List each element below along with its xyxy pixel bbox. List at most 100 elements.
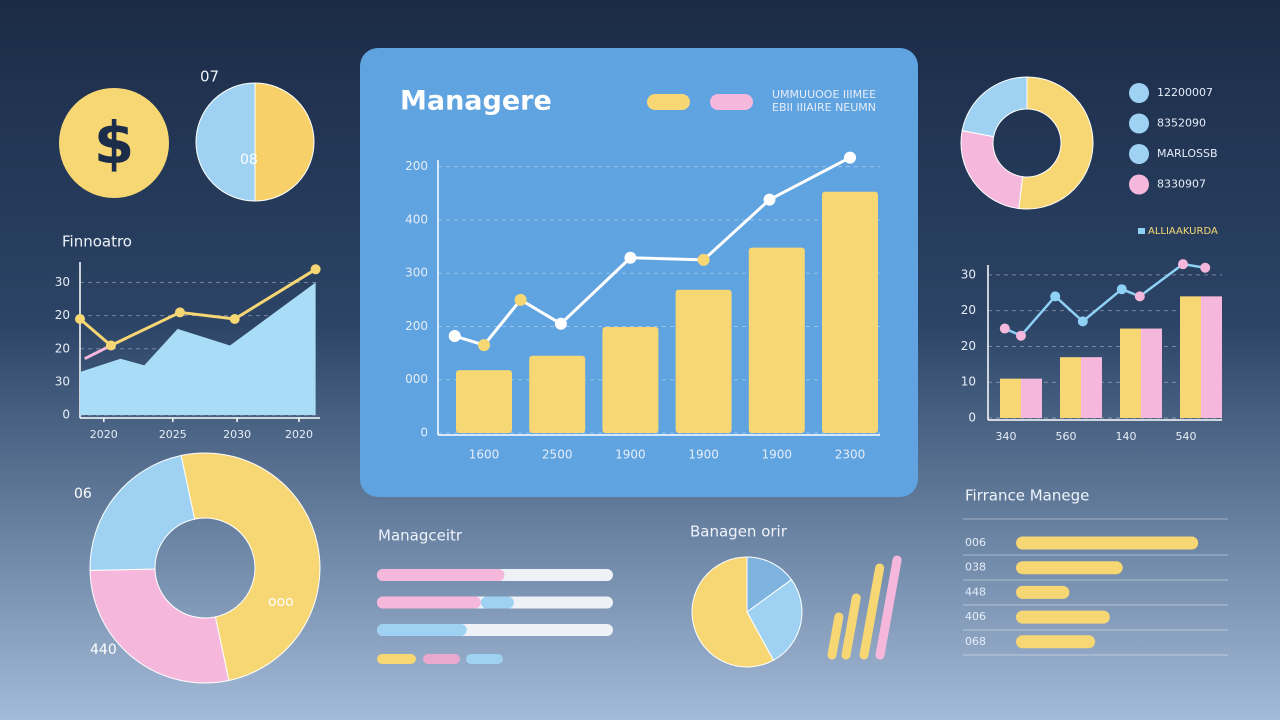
legend-swatch <box>1129 144 1149 164</box>
bar <box>841 593 861 660</box>
y-tick-label: 0 <box>420 426 428 440</box>
legend-label: UMMUUOOE IIIMEE <box>772 88 876 101</box>
bar <box>1141 328 1162 418</box>
line-point <box>105 340 116 351</box>
bar <box>1060 357 1081 418</box>
x-tick-label: 2025 <box>159 428 187 441</box>
line-point <box>1016 330 1026 341</box>
annotation: 06 <box>74 486 92 502</box>
area <box>80 282 316 415</box>
bar <box>859 563 885 660</box>
legend-label: EBII IIIAIRE NEUMN <box>772 101 876 114</box>
slice <box>691 556 775 668</box>
slice <box>195 82 256 202</box>
legend-label: 8352090 <box>1157 117 1206 130</box>
x-tick-label: 140 <box>1116 430 1137 443</box>
line <box>1004 262 1206 337</box>
line-point <box>1116 284 1127 295</box>
x-tick-label: 2020 <box>285 428 313 441</box>
bar <box>1016 536 1199 550</box>
category-label: 448 <box>965 585 986 598</box>
y-tick-label: 200 <box>405 159 428 173</box>
line-point <box>554 317 567 330</box>
legend-label: 12200007 <box>1157 86 1213 99</box>
slice <box>1018 76 1094 210</box>
legend-pill <box>466 654 503 664</box>
slice <box>746 556 793 613</box>
x-tick-label: 540 <box>1176 430 1197 443</box>
line-point <box>174 307 185 318</box>
y-tick-label: 0 <box>968 411 976 425</box>
slice <box>961 76 1028 138</box>
legend-swatch <box>1138 228 1145 234</box>
dollar-symbol: $ <box>94 109 134 177</box>
y-tick-label: 0 <box>62 408 70 422</box>
y-tick-label: 30 <box>55 374 70 388</box>
slice <box>89 454 196 571</box>
category-label: 006 <box>965 536 986 549</box>
bar <box>748 247 805 433</box>
bar <box>1120 328 1141 418</box>
y-tick-label: 400 <box>405 212 428 226</box>
x-tick-label: 1900 <box>762 448 793 462</box>
y-tick-label: 20 <box>961 303 976 317</box>
chart-title: Firrance Manege <box>965 487 1089 505</box>
bar <box>1021 378 1042 418</box>
line-point <box>624 251 637 264</box>
legend-swatch <box>710 94 753 110</box>
bar <box>675 289 732 433</box>
slice <box>746 578 803 661</box>
slice <box>254 82 315 202</box>
y-tick-label: 20 <box>55 341 70 355</box>
line-point <box>478 339 490 352</box>
annotation: 440 <box>90 642 117 658</box>
chart-title: Finnoatro <box>62 233 132 251</box>
y-tick-label: 30 <box>55 275 70 289</box>
annotation: 08 <box>240 152 258 168</box>
line-point <box>514 293 527 306</box>
line-point <box>697 253 710 266</box>
line-point <box>763 193 776 206</box>
line-point <box>999 323 1010 334</box>
line-point <box>75 313 85 324</box>
line-point <box>1134 291 1145 302</box>
bar <box>1016 585 1070 599</box>
bar <box>875 555 902 660</box>
chart-title: Managceitr <box>378 527 463 545</box>
bar-segment <box>480 596 514 609</box>
bar <box>1016 610 1110 624</box>
y-tick-label: 200 <box>405 319 428 333</box>
slice <box>89 568 230 684</box>
legend-swatch <box>1129 83 1149 103</box>
line-point <box>1050 291 1061 302</box>
bar-segment <box>377 596 481 609</box>
x-tick-label: 340 <box>996 430 1017 443</box>
category-label: 406 <box>965 610 986 623</box>
x-tick-label: 1600 <box>469 448 500 462</box>
line-point <box>448 330 461 343</box>
x-tick-label: 2300 <box>835 448 866 462</box>
bar <box>1201 296 1222 418</box>
bar <box>1000 378 1021 418</box>
y-tick-label: 000 <box>405 372 428 386</box>
chart-title: Banagen orir <box>690 523 788 541</box>
x-tick-label: 1900 <box>615 448 646 462</box>
y-tick-label: 20 <box>961 339 976 353</box>
legend-swatch <box>1129 174 1149 195</box>
chart-title: 07 <box>200 68 219 86</box>
x-tick-label: 1900 <box>688 448 719 462</box>
x-tick-label: 2500 <box>542 448 573 462</box>
bar <box>822 191 878 433</box>
bar <box>1180 296 1201 418</box>
bar <box>456 370 512 433</box>
dollar-icon <box>59 88 169 198</box>
slice <box>180 452 321 682</box>
bar <box>1016 635 1096 649</box>
annotation: ooo <box>268 594 294 610</box>
line-point <box>844 151 856 164</box>
chart-title: Managere <box>400 86 552 117</box>
bar <box>827 612 844 660</box>
x-tick-label: 2030 <box>223 428 251 441</box>
line <box>454 156 851 347</box>
line-point <box>229 313 240 324</box>
